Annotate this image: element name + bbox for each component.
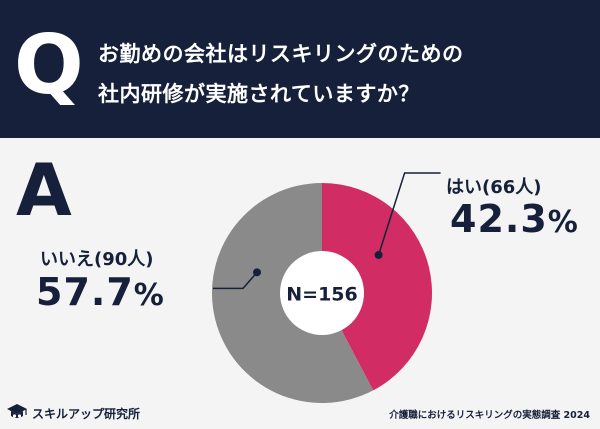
- center-label: N=156: [286, 284, 357, 306]
- data-label-yes: 42.3%: [450, 197, 579, 241]
- brand-name: スキルアップ研究所: [32, 406, 141, 421]
- question-line-2: 社内研修が実施されていますか？: [98, 82, 420, 106]
- legend-label-no: いいえ(90人): [40, 249, 154, 270]
- question-text: お勤めの会社はリスキリングのための 社内研修が実施されていますか？: [98, 34, 592, 114]
- leader-dot-no: [253, 268, 262, 277]
- leader-line-no: [213, 271, 258, 290]
- question-header: Q お勤めの会社はリスキリングのための 社内研修が実施されていますか？: [0, 0, 600, 138]
- center-hole: [280, 251, 364, 335]
- pie-chart: N=156: [211, 172, 441, 403]
- a-letter: A: [16, 148, 72, 232]
- legend-label-yes: はい(66人): [446, 177, 542, 198]
- q-letter: Q: [14, 18, 84, 113]
- leader-dot-yes: [374, 250, 383, 259]
- source-note: 介護職におけるリスキリングの実態調査 2024: [389, 410, 590, 421]
- data-label-no: 57.7%: [36, 270, 165, 314]
- pie-slice-yes: [322, 183, 432, 391]
- leader-line-yes: [377, 172, 441, 256]
- question-line-1: お勤めの会社はリスキリングのための: [98, 42, 464, 66]
- graduation-cap-icon: [7, 404, 27, 418]
- brand-logo: スキルアップ研究所: [6, 403, 140, 423]
